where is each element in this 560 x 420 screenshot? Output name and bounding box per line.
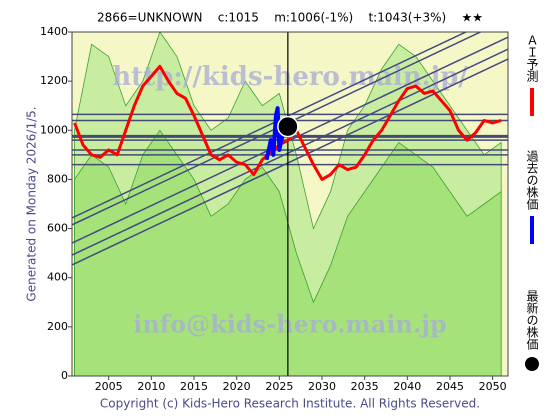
x-tick-label: 2005 (95, 380, 123, 393)
y-tick-label: 1200 (40, 74, 68, 87)
x-tick-label: 2010 (137, 380, 165, 393)
x-tick-label: 2025 (265, 380, 293, 393)
watermark: info@kids-hero.main.jp (133, 310, 447, 339)
x-tick-label: 2050 (479, 380, 507, 393)
latest-point (277, 115, 299, 138)
y-tick-label: 200 (47, 320, 68, 333)
trend-line (72, 48, 508, 256)
trend-line (72, 32, 468, 219)
footer: Copyright (c) Kids-Hero Research Institu… (100, 397, 480, 411)
y-tick-label: 0 (61, 369, 68, 382)
plot-area: http://kids-hero.main.jp/info@kids-hero.… (72, 32, 508, 376)
trend-line (72, 36, 508, 244)
x-tick-label: 2035 (351, 380, 379, 393)
y-tick-label: 800 (47, 172, 68, 185)
legend-label: 過去の株価 (525, 150, 539, 210)
x-tick-label: 2015 (180, 380, 208, 393)
chart-title: 2866=UNKNOWN c:1015 m:1006(-1%) t:1043(+… (97, 11, 483, 25)
side-note: Generated on Monday 2026/1/5. (25, 106, 39, 301)
x-tick-label: 2020 (223, 380, 251, 393)
plot-frame (71, 31, 509, 377)
x-tick-label: 2040 (393, 380, 421, 393)
y-tick-label: 1000 (40, 123, 68, 136)
x-tick-label: 2045 (436, 380, 464, 393)
y-tick-label: 1400 (40, 25, 68, 38)
y-tick-label: 400 (47, 271, 68, 284)
x-tick-label: 2030 (308, 380, 336, 393)
series-line (264, 106, 286, 161)
y-tick-label: 600 (47, 222, 68, 235)
legend-label: 最新の株価 (525, 290, 539, 350)
legend-label: ＡＩ予測 (525, 34, 539, 83)
legend-swatch (525, 357, 539, 371)
series-line (73, 64, 502, 181)
